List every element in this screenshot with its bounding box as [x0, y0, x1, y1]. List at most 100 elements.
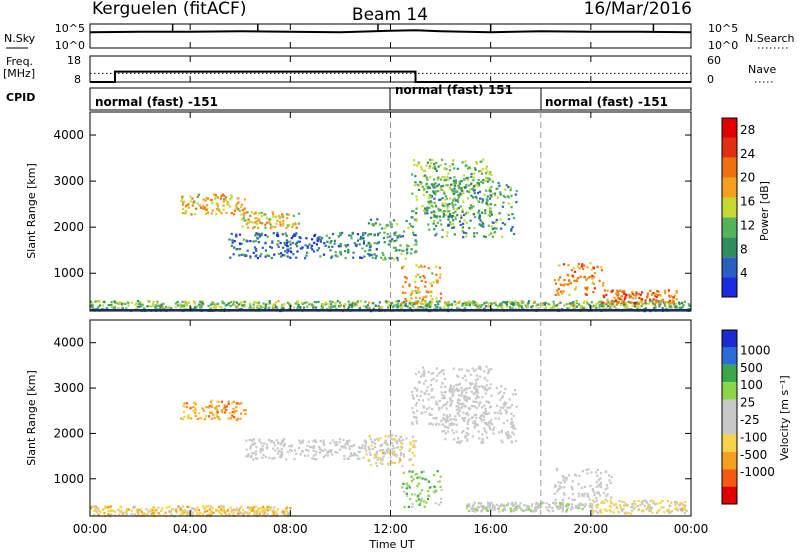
echo-cell: [214, 194, 217, 197]
echo-cell: [235, 507, 238, 510]
echo-cell: [253, 511, 256, 514]
echo-cell: [675, 290, 678, 293]
echo-cell: [313, 300, 316, 304]
echo-cell: [449, 399, 452, 402]
echo-cell: [521, 508, 524, 511]
echo-cell: [181, 300, 184, 303]
echo-cell: [582, 301, 585, 304]
echo-cell: [409, 458, 412, 461]
echo-cell: [238, 209, 241, 212]
echo-cell: [257, 507, 260, 510]
echo-cell: [420, 390, 423, 393]
echo-cell: [281, 509, 284, 512]
echo-cell: [315, 450, 318, 453]
echo-cell: [416, 409, 419, 412]
echo-cell: [647, 507, 650, 510]
echo-cell: [514, 501, 517, 504]
echo-cell: [297, 306, 300, 309]
echo-cell: [514, 439, 518, 442]
echo-cell: [503, 505, 506, 508]
echo-cell: [329, 442, 332, 445]
echo-cell: [604, 498, 607, 501]
echo-cell: [368, 306, 371, 310]
echo-cell: [582, 306, 585, 309]
echo-cell: [476, 303, 479, 306]
echo-cell: [433, 201, 436, 205]
echo-cell: [544, 301, 547, 304]
echo-cell: [180, 508, 183, 511]
echo-cell: [347, 250, 350, 254]
echo-cell: [221, 193, 224, 196]
echo-cell: [419, 502, 422, 505]
echo-cell: [256, 237, 259, 240]
echo-cell: [488, 215, 492, 218]
echo-cell: [372, 223, 375, 226]
echo-cell: [506, 503, 510, 507]
echo-cell: [480, 441, 483, 444]
colorbar-tick-label: 25: [740, 396, 755, 410]
echo-cell: [451, 393, 454, 396]
echo-cell: [490, 185, 493, 188]
echo-cell: [474, 400, 477, 403]
echo-cell: [600, 302, 603, 305]
echo-cell: [216, 415, 219, 418]
echo-cell: [431, 298, 434, 301]
echo-cell: [242, 238, 245, 241]
echo-cell: [222, 208, 225, 211]
echo-cell: [137, 513, 140, 516]
echo-cell: [214, 195, 217, 199]
echo-cell: [674, 306, 677, 309]
echo-cell: [152, 302, 155, 305]
echo-cell: [470, 183, 473, 186]
echo-cell: [554, 498, 557, 501]
echo-cell: [177, 505, 180, 508]
echo-cell: [439, 198, 442, 201]
echo-cell: [536, 506, 539, 509]
echo-cell: [92, 307, 95, 310]
echo-cell: [451, 390, 454, 393]
echo-cell: [197, 509, 201, 512]
echo-cell: [465, 221, 468, 224]
echo-cell: [233, 246, 236, 249]
echo-cell: [393, 258, 396, 261]
echo-cell: [616, 302, 619, 305]
echo-cell: [290, 237, 293, 240]
echo-cell: [432, 417, 435, 420]
echo-cell: [511, 393, 515, 396]
echo-cell: [106, 307, 109, 310]
echo-cell: [339, 233, 342, 237]
echo-cell: [490, 423, 494, 426]
echo-cell: [495, 227, 498, 230]
echo-cell: [583, 275, 586, 279]
echo-cell: [310, 446, 314, 449]
echo-cell: [425, 302, 428, 305]
echo-cell: [411, 493, 414, 496]
echo-cell: [222, 508, 225, 511]
echo-cell: [256, 232, 260, 235]
echo-cell: [440, 391, 443, 394]
echo-cell: [398, 249, 401, 252]
echo-cell: [318, 445, 321, 448]
echo-cell: [419, 276, 422, 279]
echo-cell: [382, 455, 385, 458]
echo-cell: [474, 216, 477, 219]
echo-cell: [505, 305, 509, 308]
echo-cell: [292, 223, 295, 226]
echo-cell: [367, 249, 371, 252]
echo-cell: [376, 458, 379, 461]
echo-cell: [444, 195, 447, 198]
echo-cell: [466, 197, 470, 200]
echo-cell: [415, 420, 418, 423]
echo-cell: [477, 211, 480, 214]
echo-cell: [441, 197, 444, 200]
echo-cell: [664, 289, 667, 292]
echo-cell: [276, 513, 279, 516]
echo-cell: [449, 386, 452, 389]
echo-cell: [196, 195, 199, 198]
echo-cell: [443, 395, 446, 398]
echo-cell: [295, 232, 298, 235]
echo-cell: [216, 196, 220, 199]
echo-cell: [353, 444, 356, 447]
echo-cell: [420, 412, 423, 415]
echo-cell: [602, 281, 605, 285]
